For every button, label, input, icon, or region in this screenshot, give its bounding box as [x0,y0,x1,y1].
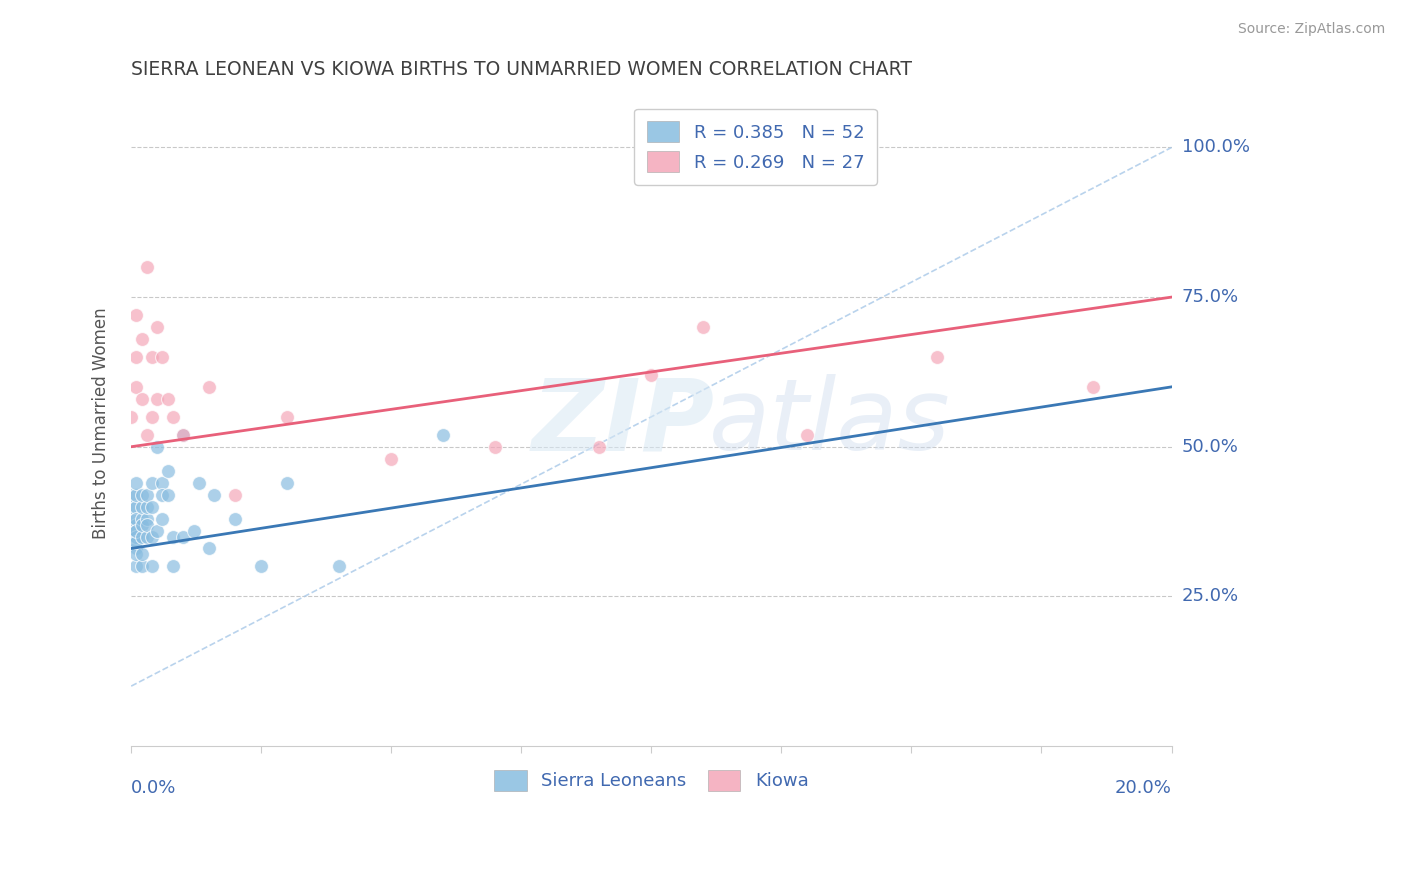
Point [796,427,818,442]
Point [135,500,157,514]
Point [172,427,194,442]
Legend: Sierra Leoneans, Kiowa: Sierra Leoneans, Kiowa [484,759,820,802]
Point [224,487,246,501]
Text: SIERRA LEONEAN VS KIOWA BIRTHS TO UNMARRIED WOMEN CORRELATION CHART: SIERRA LEONEAN VS KIOWA BIRTHS TO UNMARR… [131,60,912,78]
Text: ZIP: ZIP [531,375,714,471]
Point [125,541,148,556]
Point [640,368,662,382]
Text: 25.0%: 25.0% [1182,587,1239,606]
Point [276,409,298,424]
Point [125,524,148,538]
Text: 50.0%: 50.0% [1182,438,1239,456]
Point [202,487,225,501]
Point [125,380,148,394]
Point [432,427,454,442]
Point [250,559,273,574]
Point [135,487,157,501]
Point [198,380,221,394]
Text: atlas: atlas [709,375,950,471]
Point [172,529,194,543]
Point [125,529,148,543]
Point [162,409,184,424]
Point [131,500,153,514]
Point [135,427,157,442]
Point [150,350,173,364]
Point [125,487,148,501]
Point [183,524,205,538]
Point [125,524,148,538]
Point [131,392,153,406]
Point [135,511,157,525]
Point [125,548,148,562]
Point [156,464,179,478]
Point [156,487,179,501]
Point [150,487,173,501]
Point [125,475,148,490]
Point [156,392,179,406]
Point [135,529,157,543]
Point [150,511,173,525]
Point [1083,380,1105,394]
Point [141,409,163,424]
Point [141,559,163,574]
Text: 100.0%: 100.0% [1182,138,1250,156]
Point [131,517,153,532]
Point [120,409,142,424]
Point [125,500,148,514]
Point [276,475,298,490]
Point [146,524,169,538]
Point [125,511,148,525]
Text: 75.0%: 75.0% [1182,288,1239,306]
Point [380,451,402,466]
Text: 20.0%: 20.0% [1115,779,1171,797]
Y-axis label: Births to Unmarried Women: Births to Unmarried Women [93,307,110,539]
Point [135,260,157,275]
Point [120,500,142,514]
Point [588,440,610,454]
Point [927,350,949,364]
Point [146,392,169,406]
Point [125,350,148,364]
Point [141,529,163,543]
Point [146,440,169,454]
Point [146,320,169,334]
Point [125,529,148,543]
Point [692,320,714,334]
Point [328,559,350,574]
Point [131,487,153,501]
Point [135,517,157,532]
Point [141,475,163,490]
Text: Source: ZipAtlas.com: Source: ZipAtlas.com [1237,22,1385,37]
Point [172,427,194,442]
Point [125,535,148,549]
Point [131,548,153,562]
Text: 0.0%: 0.0% [131,779,177,797]
Point [150,475,173,490]
Point [125,517,148,532]
Point [224,511,246,525]
Point [162,529,184,543]
Point [162,559,184,574]
Point [131,511,153,525]
Point [131,529,153,543]
Point [187,475,209,490]
Point [141,500,163,514]
Point [198,541,221,556]
Point [120,487,142,501]
Point [484,440,506,454]
Point [131,332,153,346]
Point [120,511,142,525]
Point [141,350,163,364]
Point [131,559,153,574]
Point [125,559,148,574]
Point [125,308,148,322]
